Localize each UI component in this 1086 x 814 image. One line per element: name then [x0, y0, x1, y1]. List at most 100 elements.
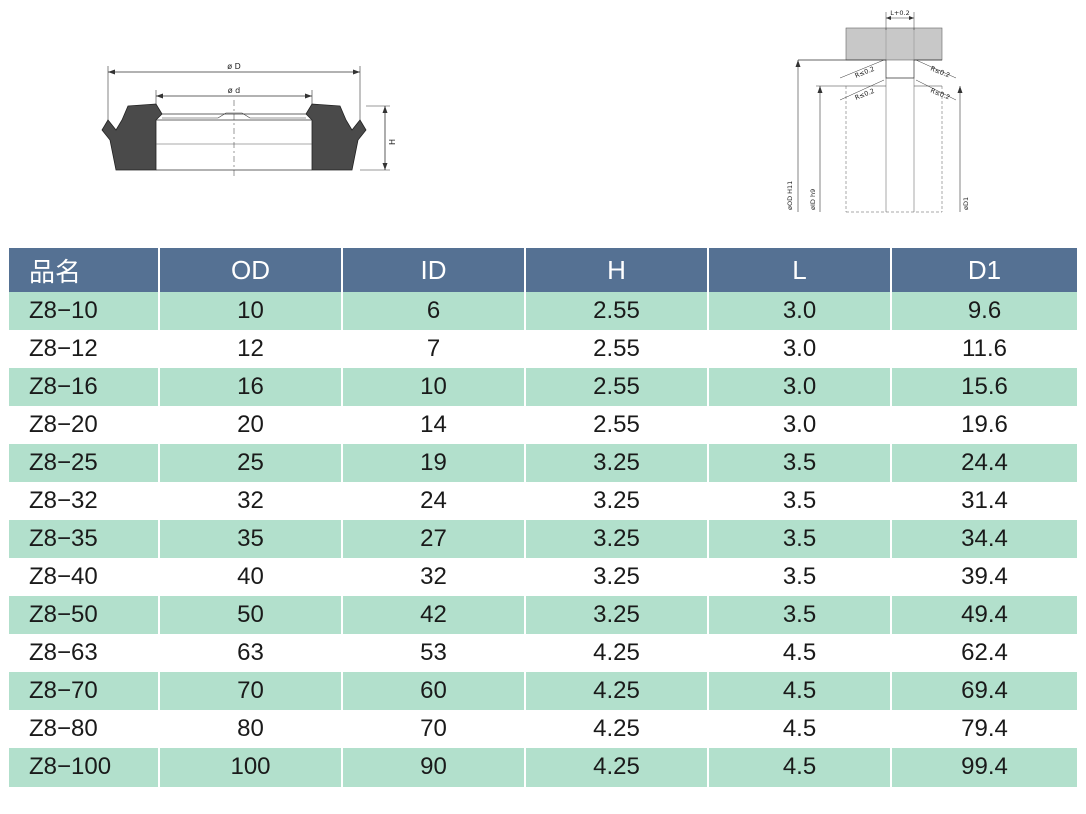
cell-id: 14 — [342, 406, 526, 444]
table-row: Z8−16 16 10 2.55 3.0 15.6 — [9, 368, 1077, 406]
table-row: Z8−50 50 42 3.25 3.5 49.4 — [9, 596, 1077, 634]
cell-id: 60 — [342, 672, 526, 710]
cell-id: 7 — [342, 330, 526, 368]
cell-h: 4.25 — [525, 748, 709, 787]
cell-l: 3.5 — [708, 596, 892, 634]
cell-id: 32 — [342, 558, 526, 596]
seal-cross-section-diagram: ø D ø d H — [101, 62, 397, 176]
table-row: Z8−35 35 27 3.25 3.5 34.4 — [9, 520, 1077, 558]
cell-name: Z8−10 — [9, 292, 160, 330]
cell-id: 19 — [342, 444, 526, 482]
cell-name: Z8−100 — [9, 748, 160, 787]
cell-od: 35 — [159, 520, 343, 558]
cell-od: 70 — [159, 672, 343, 710]
cell-h: 3.25 — [525, 482, 709, 520]
cell-id: 53 — [342, 634, 526, 672]
spec-table: 品名 OD ID H L D1 Z8−10 10 6 2.55 3.0 9.6 Z8−12 1… — [9, 248, 1077, 787]
cell-id: 90 — [342, 748, 526, 787]
cell-id: 24 — [342, 482, 526, 520]
cell-d1: 69.4 — [891, 672, 1077, 710]
cell-od: 16 — [159, 368, 343, 406]
cell-name: Z8−25 — [9, 444, 160, 482]
cell-h: 2.55 — [525, 292, 709, 330]
cell-h: 3.25 — [525, 558, 709, 596]
cell-h: 4.25 — [525, 672, 709, 710]
radius-label-bottom-left: R≤0.2 — [854, 87, 876, 102]
cell-name: Z8−70 — [9, 672, 160, 710]
cell-h: 3.25 — [525, 444, 709, 482]
header-h: H — [525, 248, 709, 292]
cell-od: 63 — [159, 634, 343, 672]
cell-id: 6 — [342, 292, 526, 330]
cell-name: Z8−35 — [9, 520, 160, 558]
table-row: Z8−40 40 32 3.25 3.5 39.4 — [9, 558, 1077, 596]
cell-h: 2.55 — [525, 368, 709, 406]
id-groove-label: øID h9 — [809, 189, 817, 210]
cell-d1: 11.6 — [891, 330, 1077, 368]
radius-label-bottom-right: R≤0.2 — [929, 86, 951, 101]
seal-right-profile — [305, 103, 367, 171]
cell-h: 4.25 — [525, 710, 709, 748]
table-row: Z8−12 12 7 2.55 3.0 11.6 — [9, 330, 1077, 368]
cell-d1: 19.6 — [891, 406, 1077, 444]
cell-id: 27 — [342, 520, 526, 558]
cell-od: 40 — [159, 558, 343, 596]
cell-l: 4.5 — [708, 634, 892, 672]
cell-name: Z8−16 — [9, 368, 160, 406]
cell-l: 4.5 — [708, 672, 892, 710]
cell-h: 2.55 — [525, 330, 709, 368]
table-header-row: 品名 OD ID H L D1 — [9, 248, 1077, 292]
cell-id: 42 — [342, 596, 526, 634]
cell-name: Z8−32 — [9, 482, 160, 520]
cell-d1: 99.4 — [891, 748, 1077, 787]
cell-l: 3.0 — [708, 330, 892, 368]
cell-id: 10 — [342, 368, 526, 406]
cell-d1: 39.4 — [891, 558, 1077, 596]
cell-h: 2.55 — [525, 406, 709, 444]
id-dimension-label: ø d — [228, 86, 241, 95]
cell-name: Z8−20 — [9, 406, 160, 444]
table-row: Z8−10 10 6 2.55 3.0 9.6 — [9, 292, 1077, 330]
radius-label-top-left: R≤0.2 — [854, 65, 876, 80]
cell-od: 12 — [159, 330, 343, 368]
cell-l: 4.5 — [708, 710, 892, 748]
height-dimension-label: H — [388, 139, 397, 145]
cell-name: Z8−50 — [9, 596, 160, 634]
header-id: ID — [342, 248, 526, 292]
table-row: Z8−80 80 70 4.25 4.5 79.4 — [9, 710, 1077, 748]
cell-l: 3.5 — [708, 444, 892, 482]
groove-installation-diagram: L+0.2 R≤0.2 R≤0.2 R≤0.2 R≤0.2 øOD H11 øI… — [786, 9, 970, 213]
table-body: Z8−10 10 6 2.55 3.0 9.6 Z8−12 12 7 2.55 3.0 11.6 Z8−… — [9, 292, 1077, 787]
cell-od: 25 — [159, 444, 343, 482]
cell-d1: 34.4 — [891, 520, 1077, 558]
cell-name: Z8−63 — [9, 634, 160, 672]
cell-od: 32 — [159, 482, 343, 520]
header-d1: D1 — [891, 248, 1077, 292]
cell-od: 10 — [159, 292, 343, 330]
cell-l: 3.5 — [708, 558, 892, 596]
cell-d1: 15.6 — [891, 368, 1077, 406]
cell-l: 3.5 — [708, 520, 892, 558]
cell-id: 70 — [342, 710, 526, 748]
table-row: Z8−63 63 53 4.25 4.5 62.4 — [9, 634, 1077, 672]
table-row: Z8−100 100 90 4.25 4.5 99.4 — [9, 748, 1077, 787]
cell-l: 3.0 — [708, 406, 892, 444]
od-groove-label: øOD H11 — [786, 181, 794, 210]
seal-left-profile — [101, 103, 163, 171]
cell-h: 3.25 — [525, 520, 709, 558]
table-row: Z8−20 20 14 2.55 3.0 19.6 — [9, 406, 1077, 444]
header-product-name: 品名 — [9, 248, 160, 292]
cell-l: 3.0 — [708, 292, 892, 330]
cell-h: 3.25 — [525, 596, 709, 634]
cell-name: Z8−80 — [9, 710, 160, 748]
radius-label-top-right: R≤0.2 — [929, 64, 951, 79]
cell-od: 100 — [159, 748, 343, 787]
header-l: L — [708, 248, 892, 292]
cell-d1: 9.6 — [891, 292, 1077, 330]
d1-groove-label: øD1 — [962, 197, 970, 210]
cell-od: 50 — [159, 596, 343, 634]
cell-name: Z8−12 — [9, 330, 160, 368]
cell-d1: 49.4 — [891, 596, 1077, 634]
cell-od: 20 — [159, 406, 343, 444]
cell-od: 80 — [159, 710, 343, 748]
